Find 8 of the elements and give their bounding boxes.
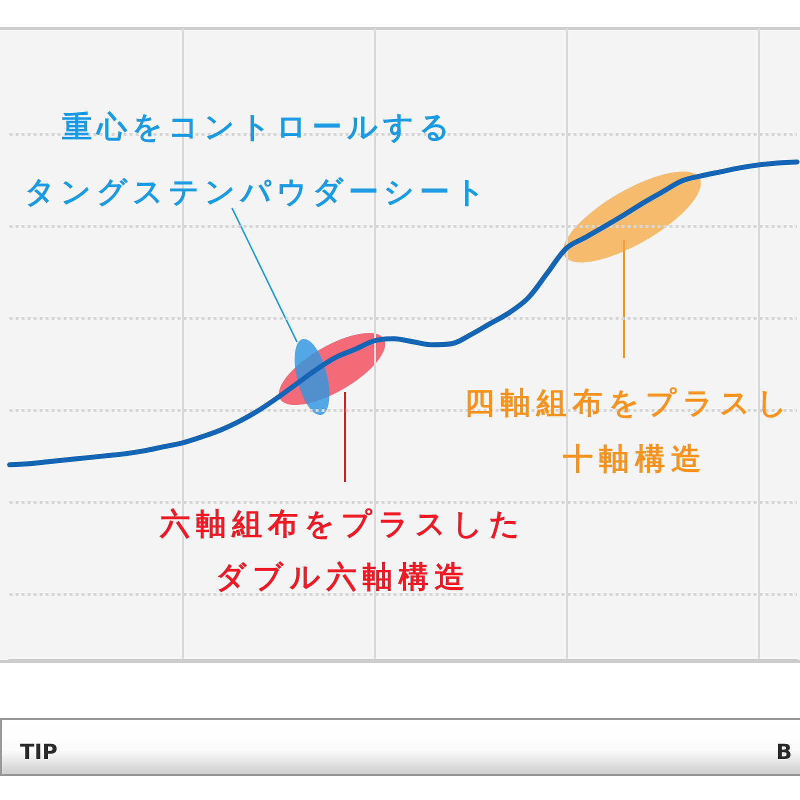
- annotation: 四軸組布をプラスし: [464, 385, 794, 423]
- annotation: タングステンパウダーシート: [24, 174, 490, 212]
- annotation: 十軸構造: [563, 441, 707, 479]
- text: 重心をコントロールする: [62, 109, 455, 147]
- text: B: [776, 738, 792, 766]
- text: TIP: [20, 738, 58, 766]
- annotation: 六軸組布をプラスした: [160, 506, 526, 544]
- annotation: ダブル六軸構造: [216, 559, 470, 597]
